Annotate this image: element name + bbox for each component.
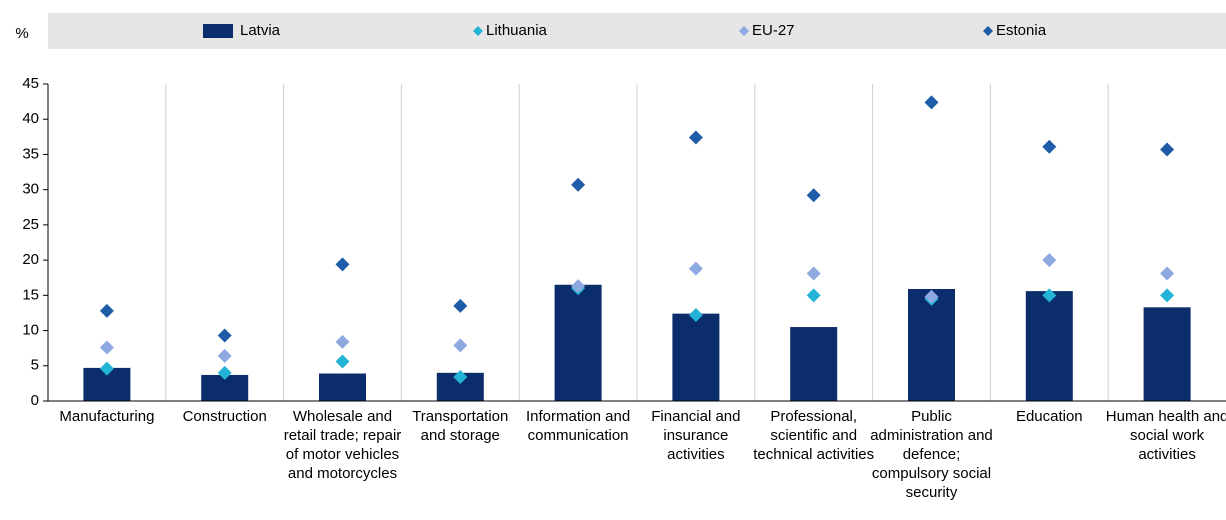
marker [217, 328, 232, 343]
marker [806, 288, 821, 303]
bar [672, 313, 720, 401]
y-tick-label: 35 [22, 145, 39, 162]
x-tick-label: Human health and social work activities [1105, 408, 1226, 463]
marker [924, 289, 939, 304]
marker [217, 348, 232, 363]
marker [335, 257, 350, 272]
bar [908, 288, 955, 401]
marker [688, 261, 703, 276]
legend-background [48, 13, 1226, 49]
x-tick-label: Construction [182, 408, 267, 425]
marker [571, 279, 586, 294]
y-tick-label: 15 [22, 286, 39, 303]
marker [688, 130, 703, 145]
marker [335, 334, 350, 349]
marker [806, 266, 821, 281]
marker [688, 308, 703, 323]
marker [99, 340, 114, 355]
marker [453, 370, 468, 385]
y-axis-label: % [15, 25, 28, 42]
y-tick-label: 0 [31, 392, 39, 409]
y-tick-label: 5 [31, 357, 39, 374]
legend-swatch [983, 26, 993, 36]
marker [335, 354, 350, 369]
bar [319, 373, 366, 401]
marker [806, 188, 821, 203]
bar [1025, 291, 1073, 401]
marker [1042, 288, 1057, 303]
marker [1160, 266, 1175, 281]
legend-label: Latvia [240, 22, 281, 39]
x-tick-label: Manufacturing [59, 408, 155, 425]
x-tick-label: Education [1015, 408, 1083, 425]
x-tick-label: Financial and insurance activities [651, 408, 741, 463]
legend-label: Lithuania [486, 22, 548, 39]
marker [453, 298, 468, 313]
bar [790, 327, 838, 401]
legend-swatch [739, 26, 749, 36]
marker [217, 365, 232, 380]
x-tick-label: Professional, scientific and technical a… [753, 408, 875, 463]
legend-label: EU-27 [752, 22, 795, 39]
marker [99, 361, 114, 376]
x-tick-label: Public administration and defence; compu… [870, 408, 993, 501]
marker [924, 95, 939, 110]
marker [571, 177, 586, 192]
x-tick-label: Transportation and storage [412, 408, 509, 444]
x-tick-label: Information and communication [525, 408, 631, 444]
legend-label: Estonia [996, 22, 1047, 39]
marker [99, 303, 114, 318]
bar [554, 284, 602, 401]
legend-swatch [473, 26, 483, 36]
y-tick-label: 30 [22, 181, 39, 198]
y-tick-label: 40 [22, 110, 39, 127]
marker [1160, 288, 1175, 303]
y-tick-label: 45 [22, 75, 39, 92]
x-tick-label: Wholesale and retail trade; repair of mo… [283, 408, 402, 482]
marker [1042, 139, 1057, 154]
bar [1143, 307, 1191, 401]
marker [1042, 253, 1057, 268]
y-tick-label: 25 [22, 216, 39, 233]
y-tick-label: 20 [22, 251, 39, 268]
legend-swatch [203, 24, 233, 38]
marker [453, 338, 468, 353]
marker [1160, 142, 1175, 157]
y-tick-label: 10 [22, 322, 39, 339]
